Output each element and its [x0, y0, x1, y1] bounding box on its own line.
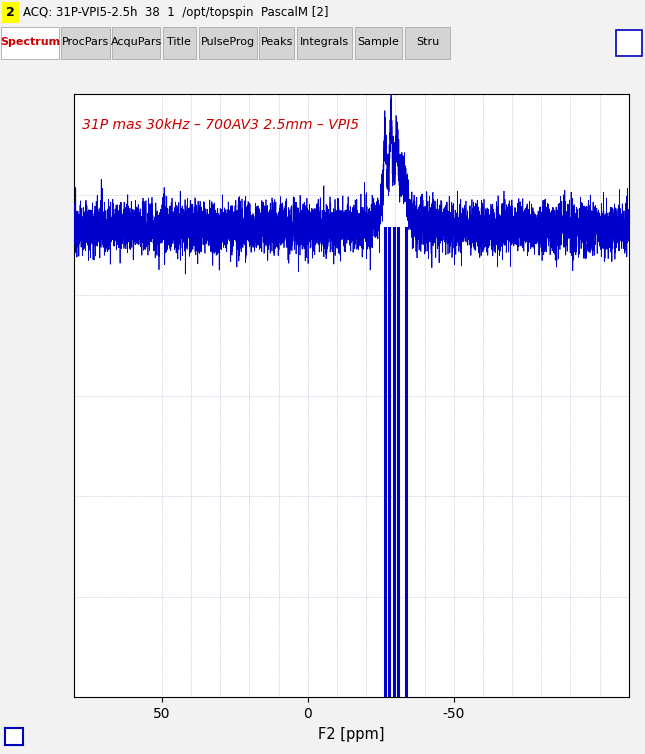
Text: 31P mas 30kHz – 700AV3 2.5mm – VPI5: 31P mas 30kHz – 700AV3 2.5mm – VPI5	[83, 118, 360, 133]
Bar	[616, 30, 642, 56]
FancyBboxPatch shape	[297, 27, 352, 60]
Text: Stru: Stru	[416, 36, 439, 47]
Text: AcquPars: AcquPars	[110, 36, 162, 47]
Text: Title: Title	[167, 36, 192, 47]
Text: ACQ: 31P-VPI5-2.5h  38  1  /opt/topspin  PascalM [2]: ACQ: 31P-VPI5-2.5h 38 1 /opt/topspin Pas…	[23, 6, 329, 19]
Text: Peaks: Peaks	[261, 36, 293, 47]
Bar	[2, 2, 19, 23]
Text: Integrals: Integrals	[300, 36, 349, 47]
FancyBboxPatch shape	[259, 27, 294, 60]
Text: Sample: Sample	[358, 36, 399, 47]
FancyBboxPatch shape	[112, 27, 160, 60]
FancyBboxPatch shape	[405, 27, 450, 60]
FancyBboxPatch shape	[199, 27, 257, 60]
FancyBboxPatch shape	[163, 27, 196, 60]
Text: 2: 2	[6, 6, 15, 19]
FancyBboxPatch shape	[1, 27, 59, 60]
FancyBboxPatch shape	[355, 27, 402, 60]
X-axis label: F2 [ppm]: F2 [ppm]	[318, 727, 385, 742]
Text: ProcPars: ProcPars	[62, 36, 109, 47]
FancyBboxPatch shape	[61, 27, 110, 60]
Text: PulseProg: PulseProg	[201, 36, 255, 47]
Text: Spectrum: Spectrum	[0, 36, 60, 47]
